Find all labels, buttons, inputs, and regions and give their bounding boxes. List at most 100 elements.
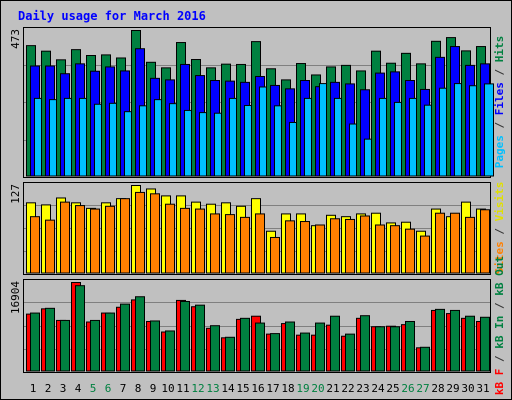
bar-kb-in-day-10 bbox=[165, 330, 175, 372]
bar-kb-in-day-26 bbox=[405, 320, 415, 372]
bar-kb-in-day-29 bbox=[450, 309, 460, 372]
bar-kb-in-day-6 bbox=[105, 312, 115, 372]
legend-part: / bbox=[493, 221, 506, 241]
bar-kb-in-day-4 bbox=[75, 285, 85, 372]
bar-kb-in-day-7 bbox=[120, 303, 130, 372]
bar-sites-day-12 bbox=[195, 208, 205, 274]
day-label: 15 bbox=[236, 382, 249, 395]
day-label: 24 bbox=[371, 382, 385, 395]
day-label: 28 bbox=[431, 382, 444, 395]
bar-sites-day-2 bbox=[45, 219, 55, 274]
day-label: 9 bbox=[150, 382, 157, 395]
day-label: 5 bbox=[90, 382, 97, 395]
day-label: 2 bbox=[45, 382, 52, 395]
bar-kb-in-day-22 bbox=[345, 333, 355, 372]
legend-part: Visits bbox=[493, 182, 506, 222]
legend-part: Files bbox=[493, 82, 506, 115]
bar-sites-day-15 bbox=[240, 216, 250, 274]
panel-series-legend: Sites / Visits bbox=[493, 182, 506, 275]
day-label: 30 bbox=[461, 382, 474, 395]
bar-sites-day-17 bbox=[270, 236, 280, 274]
bar-pages-day-31 bbox=[484, 83, 494, 177]
bar-kb-in-day-12 bbox=[195, 304, 205, 372]
panel-visits: 127 Sites / Visits bbox=[9, 182, 506, 275]
bar-kb-in-day-1 bbox=[30, 312, 40, 372]
bar-sites-day-9 bbox=[150, 193, 160, 274]
bar-kb-in-day-27 bbox=[420, 346, 430, 372]
bar-sites-day-13 bbox=[210, 213, 220, 274]
bar-kb-in-day-23 bbox=[360, 315, 370, 372]
bar-sites-day-21 bbox=[330, 218, 340, 274]
legend-part: / bbox=[493, 62, 506, 82]
day-label: 12 bbox=[191, 382, 204, 395]
legend-part: Pages bbox=[493, 135, 506, 168]
day-label: 4 bbox=[75, 382, 82, 395]
bar-kb-in-day-18 bbox=[285, 321, 295, 372]
bar-sites-day-25 bbox=[390, 225, 400, 274]
legend-part: Hits bbox=[493, 36, 506, 63]
bar-kb-in-day-15 bbox=[240, 317, 250, 372]
bar-sites-day-6 bbox=[105, 205, 115, 274]
day-label: 19 bbox=[296, 382, 309, 395]
bar-sites-day-20 bbox=[315, 224, 325, 274]
day-label: 22 bbox=[341, 382, 354, 395]
legend-part: Sites bbox=[493, 241, 506, 274]
bar-kb-in-day-21 bbox=[330, 315, 340, 372]
panel-max-label: 127 bbox=[9, 184, 22, 204]
day-label: 3 bbox=[60, 382, 67, 395]
day-label: 10 bbox=[161, 382, 174, 395]
day-label: 23 bbox=[356, 382, 369, 395]
chart-title: Daily usage for March 2016 bbox=[18, 9, 206, 23]
bar-kb-in-day-20 bbox=[315, 322, 325, 372]
bar-sites-day-23 bbox=[360, 215, 370, 274]
bar-kb-in-day-14 bbox=[225, 336, 235, 372]
bar-kb-in-day-24 bbox=[375, 326, 385, 372]
panel-hits: 473 Pages / Files / Hits bbox=[9, 27, 506, 178]
bar-sites-day-7 bbox=[120, 198, 130, 274]
bar-kb-in-day-28 bbox=[435, 308, 445, 372]
panel-kbytes: 16904 kB F / kB In / kB Out bbox=[9, 256, 506, 395]
bar-kb-in-day-11 bbox=[180, 300, 190, 372]
bar-kb-in-day-19 bbox=[300, 332, 310, 372]
day-label: 6 bbox=[105, 382, 112, 395]
day-label: 7 bbox=[120, 382, 127, 395]
day-label: 18 bbox=[281, 382, 294, 395]
bar-sites-day-27 bbox=[420, 235, 430, 274]
bar-sites-day-14 bbox=[225, 214, 235, 274]
bar-kb-in-day-30 bbox=[465, 315, 475, 372]
bar-sites-day-4 bbox=[75, 205, 85, 274]
day-label: 16 bbox=[251, 382, 264, 395]
bar-kb-in-day-2 bbox=[45, 307, 55, 372]
x-axis-day-labels: 1 2 3 4 5 6 7 8 9 10 11 12 13 14 15 16 17 18 19 20 21 22 23 24 2… bbox=[30, 382, 490, 395]
bar-kb-in-day-17 bbox=[270, 333, 280, 372]
bar-sites-day-28 bbox=[435, 212, 445, 274]
bar-sites-day-3 bbox=[60, 201, 70, 274]
day-label: 21 bbox=[326, 382, 339, 395]
bar-sites-day-16 bbox=[255, 213, 265, 274]
bar-sites-day-10 bbox=[165, 203, 175, 274]
bar-sites-day-18 bbox=[285, 220, 295, 274]
day-label: 8 bbox=[135, 382, 142, 395]
legend-part: / bbox=[493, 349, 506, 369]
bar-sites-day-24 bbox=[375, 224, 385, 274]
legend-part: / bbox=[493, 296, 506, 316]
bar-sites-day-29 bbox=[450, 212, 460, 274]
bar-sites-day-22 bbox=[345, 218, 355, 274]
bar-kb-in-day-3 bbox=[60, 319, 70, 372]
day-label: 11 bbox=[176, 382, 189, 395]
bar-kb-in-day-8 bbox=[135, 296, 145, 372]
bar-kb-in-day-5 bbox=[90, 319, 100, 372]
day-label: 25 bbox=[386, 382, 399, 395]
legend-part: kB F bbox=[493, 369, 506, 396]
day-label: 29 bbox=[446, 382, 459, 395]
legend-part: kB In bbox=[493, 316, 506, 349]
bar-kb-in-day-16 bbox=[255, 322, 265, 372]
day-label: 20 bbox=[311, 382, 324, 395]
bar-sites-day-5 bbox=[90, 208, 100, 274]
bar-kb-in-day-25 bbox=[390, 326, 400, 372]
panel-max-label: 473 bbox=[9, 29, 22, 49]
day-label: 31 bbox=[476, 382, 489, 395]
bar-sites-day-26 bbox=[405, 228, 415, 274]
